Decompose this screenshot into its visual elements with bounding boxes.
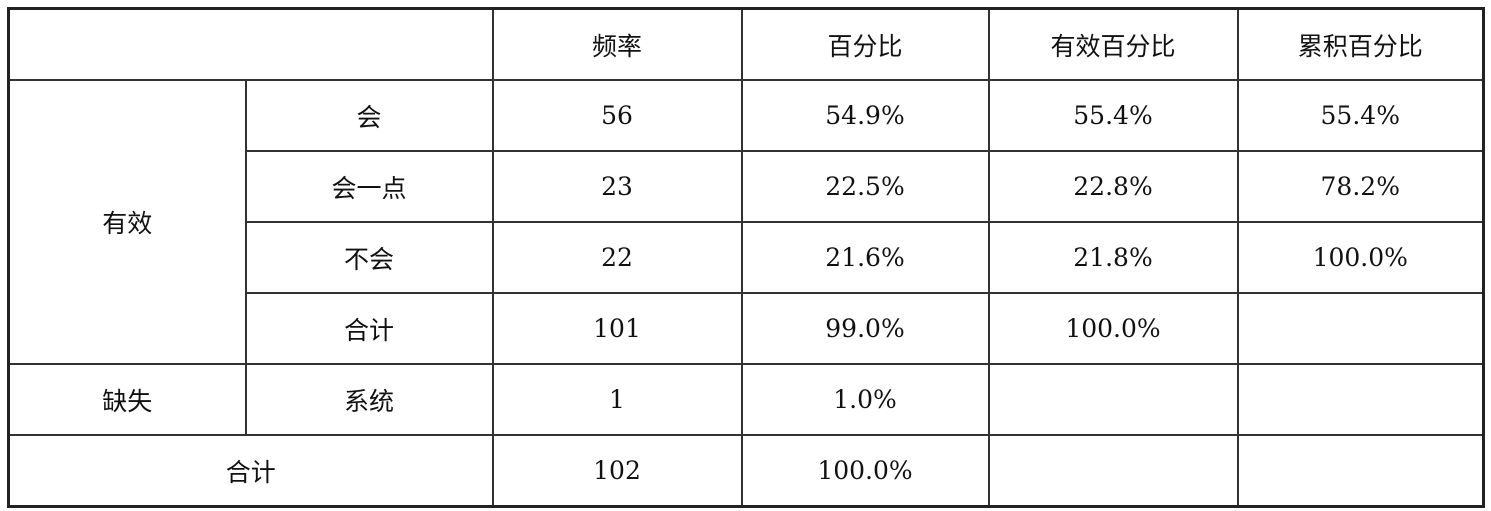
cell bbox=[1236, 434, 1485, 508]
cell: 55.4% bbox=[1236, 79, 1485, 152]
total-row: 合计 102 100.0% bbox=[7, 434, 1485, 508]
group-missing: 缺失 bbox=[7, 363, 247, 436]
cell: 78.2% bbox=[1236, 150, 1485, 223]
table-row: 合计 101 99.0% 100.0% bbox=[9, 292, 1485, 365]
header-percent: 百分比 bbox=[740, 7, 990, 81]
header-row: 频率 百分比 有效百分比 累积百分比 bbox=[7, 7, 1485, 81]
cell: 21.8% bbox=[987, 221, 1239, 294]
corner-cell bbox=[7, 7, 494, 81]
cell bbox=[987, 434, 1239, 508]
cell: 22.5% bbox=[740, 150, 990, 223]
cell bbox=[1236, 363, 1485, 436]
cell bbox=[987, 363, 1239, 436]
cell bbox=[1236, 292, 1485, 365]
cell: 55.4% bbox=[987, 79, 1239, 152]
cell: 23 bbox=[491, 150, 743, 223]
table-row: 不会 22 21.6% 21.8% 100.0% bbox=[9, 221, 1485, 294]
table-row: 会一点 23 22.5% 22.8% 78.2% bbox=[9, 150, 1485, 223]
frequency-table: 频率 百分比 有效百分比 累积百分比 有效 会 56 54.9% 55.4% 5… bbox=[7, 7, 1485, 508]
cell: 1.0% bbox=[740, 363, 990, 436]
cell: 22 bbox=[491, 221, 743, 294]
cell: 21.6% bbox=[740, 221, 990, 294]
cell: 99.0% bbox=[740, 292, 990, 365]
cell: 54.9% bbox=[740, 79, 990, 152]
header-cumulative-percent: 累积百分比 bbox=[1236, 7, 1485, 81]
table-row: 有效 会 56 54.9% 55.4% 55.4% bbox=[7, 79, 1485, 365]
row-label: 合计 bbox=[244, 292, 494, 365]
row-label: 不会 bbox=[244, 221, 494, 294]
group-total: 合计 bbox=[7, 434, 494, 508]
cell: 100.0% bbox=[740, 434, 990, 508]
cell: 100.0% bbox=[987, 292, 1239, 365]
cell: 22.8% bbox=[987, 150, 1239, 223]
header-valid-percent: 有效百分比 bbox=[987, 7, 1239, 81]
table-row: 缺失 系统 1 1.0% bbox=[7, 363, 1485, 436]
row-label: 会一点 bbox=[244, 150, 494, 223]
cell: 101 bbox=[491, 292, 743, 365]
group-valid: 有效 bbox=[7, 79, 247, 365]
cell: 102 bbox=[491, 434, 743, 508]
cell: 1 bbox=[491, 363, 743, 436]
header-frequency: 频率 bbox=[491, 7, 743, 81]
row-label: 会 bbox=[244, 79, 494, 152]
cell: 56 bbox=[491, 79, 743, 152]
cell: 100.0% bbox=[1236, 221, 1485, 294]
row-label: 系统 bbox=[244, 363, 494, 436]
